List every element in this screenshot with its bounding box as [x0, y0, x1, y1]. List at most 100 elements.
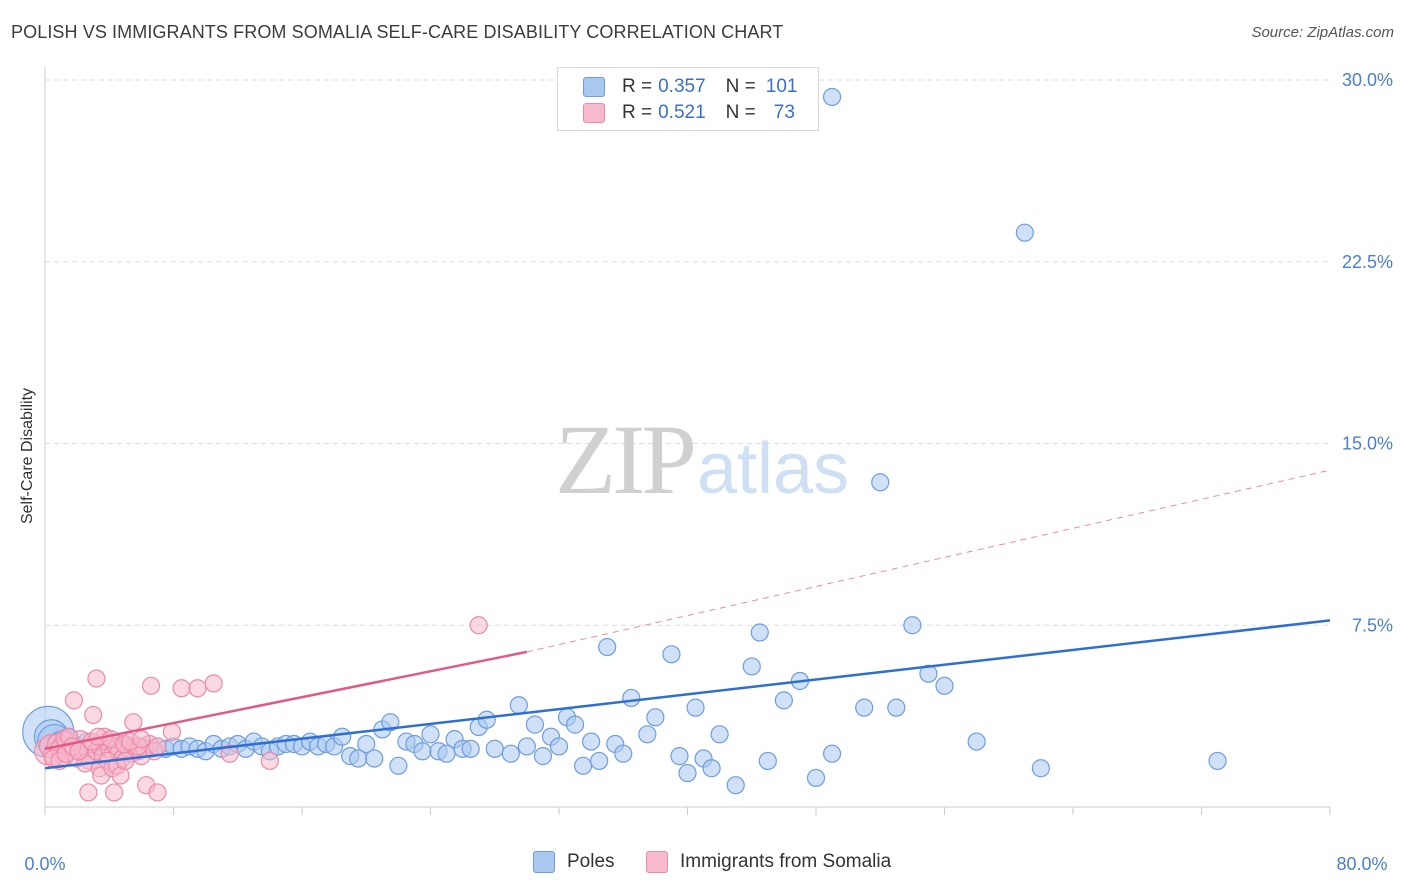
- somalia-n-label: N =: [725, 102, 756, 123]
- poles-point: [822, 87, 842, 107]
- poles-point: [758, 751, 777, 771]
- somalia-point: [148, 737, 167, 756]
- somalia-n-value: 73: [773, 102, 795, 123]
- somalia-point: [124, 713, 143, 732]
- poles-point: [333, 727, 352, 746]
- poles-point: [887, 698, 906, 717]
- poles-point: [501, 744, 520, 763]
- poles-point: [477, 710, 496, 729]
- poles-point: [365, 749, 384, 768]
- poles-point: [750, 623, 769, 642]
- y-tick-label: 30.0%: [1342, 70, 1393, 90]
- somalia-point: [220, 744, 239, 763]
- poles-point: [686, 698, 705, 717]
- somalia-legend-icon: [646, 851, 668, 873]
- poles-point: [485, 739, 504, 758]
- somalia-point: [204, 674, 223, 693]
- poles-point: [622, 688, 641, 708]
- poles-point: [381, 713, 400, 732]
- legend-row-poles: R = 0.357 N = 101: [583, 75, 798, 99]
- legend-label-poles: Poles: [567, 851, 615, 872]
- poles-point: [565, 715, 585, 734]
- poles-point: [710, 725, 729, 744]
- poles-point: [1031, 759, 1050, 778]
- poles-swatch-icon: [583, 77, 605, 97]
- poles-point: [919, 664, 938, 683]
- poles-point: [421, 725, 440, 744]
- somalia-r-label: R =: [622, 102, 653, 123]
- poles-trend-line: [44, 619, 1331, 770]
- somalia-point: [148, 783, 167, 802]
- somalia-point: [141, 676, 161, 695]
- x-tick-label: 0.0%: [24, 854, 65, 874]
- somalia-point: [87, 669, 106, 688]
- legend-item-somalia: Immigrants from Somalia: [646, 851, 891, 873]
- somalia-point: [132, 730, 151, 749]
- poles-point: [413, 742, 432, 761]
- somalia-point: [116, 751, 135, 771]
- poles-point: [726, 776, 745, 795]
- watermark-atlas: atlas: [697, 429, 850, 509]
- poles-point: [871, 473, 890, 492]
- poles-point: [903, 616, 922, 635]
- poles-point: [389, 756, 408, 775]
- poles-point: [806, 768, 826, 788]
- somalia-swatch-icon: [583, 103, 605, 123]
- poles-n-value: 101: [765, 76, 798, 97]
- watermark: ZIPatlas: [555, 402, 849, 517]
- y-tick-label: 7.5%: [1352, 615, 1393, 635]
- poles-point: [533, 747, 553, 766]
- poles-point: [590, 751, 609, 771]
- watermark-zip: ZIP: [555, 404, 697, 515]
- poles-point: [678, 763, 697, 783]
- x-tick-label: 80.0%: [1336, 854, 1387, 874]
- legend-item-poles: Poles: [533, 851, 615, 873]
- poles-point: [646, 708, 665, 727]
- chart-source: Source: ZipAtlas.com: [1251, 24, 1394, 41]
- poles-point: [822, 744, 842, 763]
- poles-point: [573, 756, 593, 775]
- y-tick-label: 22.5%: [1342, 252, 1393, 272]
- somalia-trend-extension: [526, 469, 1331, 653]
- poles-r-label: R =: [622, 76, 653, 97]
- poles-point: [774, 691, 793, 710]
- somalia-point: [104, 783, 124, 802]
- somalia-point: [84, 705, 103, 725]
- poles-point: [549, 737, 569, 756]
- poles-point: [855, 698, 874, 717]
- somalia-point: [79, 783, 98, 802]
- legend-label-somalia: Immigrants from Somalia: [680, 851, 892, 872]
- poles-point: [582, 732, 601, 751]
- somalia-point: [469, 616, 488, 635]
- poles-point: [742, 657, 761, 676]
- poles-r-value: 0.357: [658, 76, 706, 97]
- poles-point: [662, 645, 681, 664]
- poles-point: [935, 676, 954, 695]
- legend-series: Poles Immigrants from Somalia: [0, 851, 1406, 877]
- poles-point: [967, 732, 986, 751]
- poles-point: [638, 725, 657, 744]
- somalia-r-value: 0.521: [658, 102, 706, 123]
- legend-row-somalia: R = 0.521 N = 73: [583, 101, 795, 125]
- poles-point: [357, 734, 376, 754]
- y-tick-label: 15.0%: [1342, 434, 1393, 454]
- poles-point: [1015, 223, 1034, 242]
- somalia-trend-line: [44, 650, 528, 751]
- somalia-point: [172, 679, 191, 698]
- poles-point: [461, 739, 480, 758]
- poles-n-label: N =: [725, 76, 756, 97]
- poles-point: [702, 759, 721, 778]
- poles-point: [670, 747, 689, 766]
- chart-title: POLISH VS IMMIGRANTS FROM SOMALIA SELF-C…: [11, 22, 784, 42]
- somalia-point: [260, 751, 279, 771]
- poles-point: [598, 637, 617, 657]
- legend-stats: R = 0.357 N = 101 R = 0.521 N = 73: [557, 67, 819, 131]
- poles-legend-icon: [533, 851, 555, 873]
- poles-point: [1208, 751, 1227, 771]
- poles-point: [614, 744, 633, 763]
- poles-point: [517, 737, 536, 756]
- somalia-point: [162, 722, 181, 741]
- poles-point: [509, 696, 528, 715]
- somalia-point: [188, 679, 207, 698]
